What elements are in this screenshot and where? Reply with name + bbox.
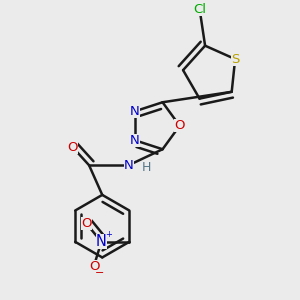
Text: S: S (231, 52, 239, 66)
Text: −: − (95, 268, 104, 278)
Text: N: N (130, 134, 140, 147)
Text: O: O (81, 217, 92, 230)
Text: O: O (174, 119, 185, 132)
Text: N: N (124, 159, 134, 172)
Text: H: H (142, 161, 152, 174)
Text: Cl: Cl (194, 3, 207, 16)
Text: N: N (96, 234, 107, 249)
Text: N: N (130, 105, 140, 118)
Text: +: + (105, 230, 112, 239)
Text: O: O (68, 141, 78, 154)
Text: O: O (89, 260, 100, 273)
